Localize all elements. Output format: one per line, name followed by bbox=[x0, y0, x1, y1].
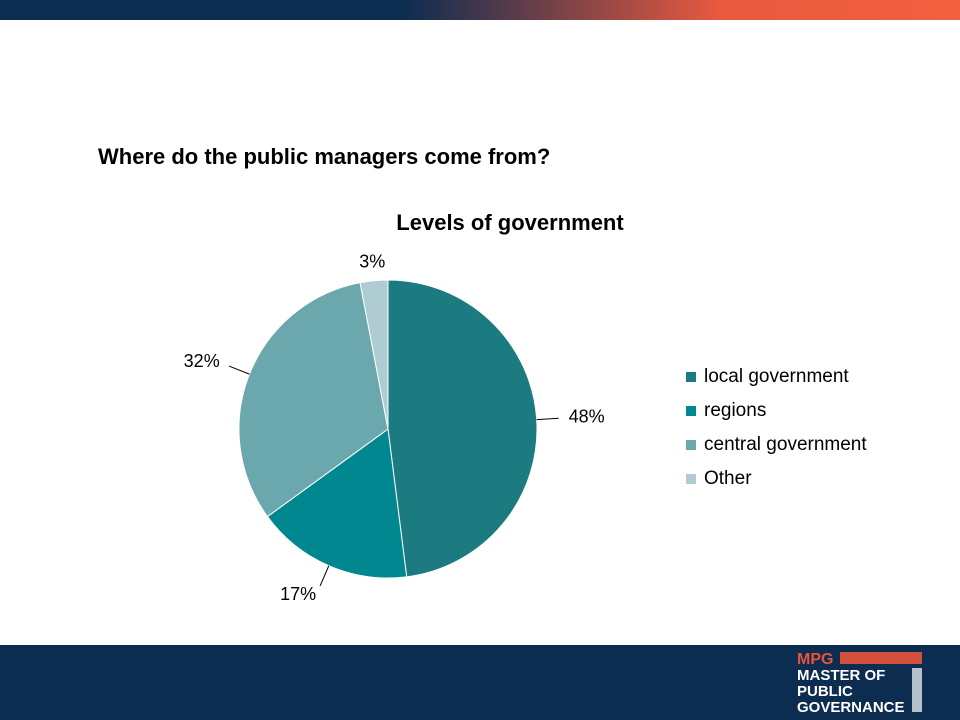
logo-text: MASTER OF bbox=[797, 667, 885, 684]
legend-swatch bbox=[686, 372, 696, 382]
logo-text: PUBLIC bbox=[797, 683, 853, 700]
legend-swatch bbox=[686, 440, 696, 450]
logo-text: MPG bbox=[797, 651, 833, 668]
bottom-bar bbox=[0, 645, 960, 720]
data-label: 3% bbox=[359, 251, 385, 271]
slide-heading: Where do the public managers come from? bbox=[98, 144, 550, 169]
leader-line bbox=[536, 417, 559, 421]
stripe bbox=[840, 652, 922, 664]
data-label: 32% bbox=[184, 351, 220, 371]
leader-line bbox=[228, 365, 250, 375]
data-label: 17% bbox=[280, 584, 316, 604]
logo-stripes bbox=[840, 652, 922, 712]
legend-swatch bbox=[686, 406, 696, 416]
logo-text: GOVERNANCE bbox=[797, 699, 905, 716]
legend-swatch bbox=[686, 474, 696, 484]
data-label: 48% bbox=[569, 406, 605, 426]
top-bar bbox=[0, 0, 960, 20]
legend-label: Other bbox=[704, 468, 752, 489]
legend-label: regions bbox=[704, 400, 766, 421]
legend-label: central government bbox=[704, 434, 867, 455]
chart-title: Levels of government bbox=[396, 210, 624, 235]
stripe bbox=[912, 668, 922, 712]
leader-line bbox=[319, 565, 330, 587]
pie-slice bbox=[359, 279, 389, 430]
legend-label: local government bbox=[704, 366, 849, 387]
pie-slice bbox=[387, 279, 538, 578]
